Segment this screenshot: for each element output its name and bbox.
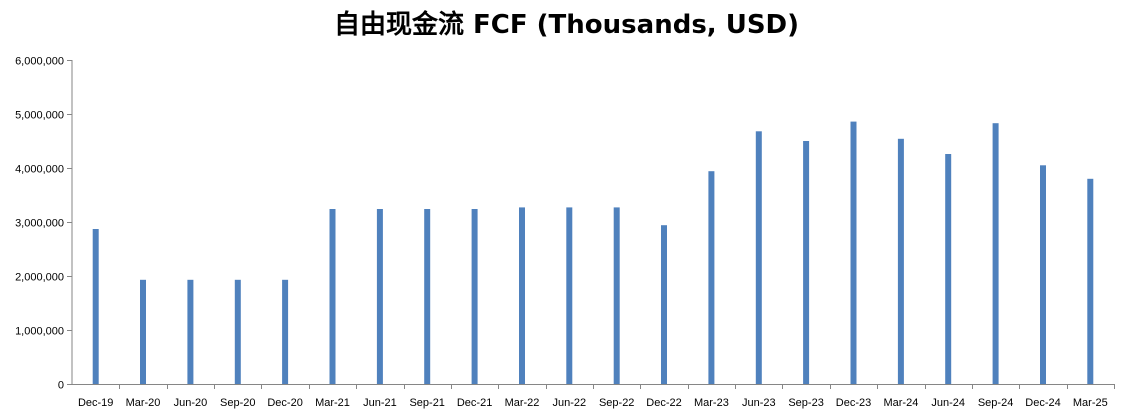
chart-title: 自由现金流 FCF (Thousands, USD)	[333, 10, 800, 40]
x-tick-label: Dec-21	[457, 397, 492, 409]
bar	[1087, 178, 1094, 384]
x-tick-label: Jun-22	[552, 397, 586, 409]
x-tick-label: Sep-20	[220, 397, 255, 409]
x-tick-label: Jun-21	[363, 397, 397, 409]
x-tick-label: Sep-22	[599, 397, 634, 409]
bar	[850, 121, 857, 384]
bar	[897, 138, 904, 384]
x-tick-label: Jun-24	[931, 397, 965, 409]
x-tick-label: Dec-20	[267, 397, 302, 409]
bar	[945, 154, 952, 384]
bar	[140, 279, 146, 384]
bar	[187, 279, 194, 384]
y-tick-label: 2,000,000	[15, 272, 64, 284]
x-tick-label: Dec-22	[646, 397, 681, 409]
x-tick-label: Mar-25	[1073, 397, 1108, 409]
y-tick-label: 0	[58, 380, 64, 392]
bar	[376, 209, 383, 384]
y-tick-label: 5,000,000	[15, 110, 64, 122]
x-tick-label: Dec-24	[1025, 397, 1060, 409]
x-tick-label: Jun-20	[174, 397, 208, 409]
x-tick-label: Jun-23	[742, 397, 776, 409]
x-tick-label: Dec-19	[78, 397, 113, 409]
bar	[329, 209, 336, 384]
x-tick-label: Mar-23	[694, 397, 729, 409]
bar	[424, 209, 431, 384]
x-tick-label: Mar-24	[883, 397, 918, 409]
y-tick-label: 6,000,000	[15, 56, 64, 68]
x-tick-label: Sep-21	[409, 397, 444, 409]
x-tick-label: Sep-24	[978, 397, 1013, 409]
bar	[234, 279, 241, 384]
bar	[708, 171, 715, 384]
bar	[566, 207, 573, 384]
bar	[92, 229, 99, 384]
y-tick-label: 1,000,000	[15, 326, 64, 338]
bars	[92, 121, 1094, 384]
bar	[992, 123, 999, 384]
bar	[613, 207, 620, 384]
y-tick-label: 4,000,000	[15, 164, 64, 176]
bar	[803, 141, 810, 384]
x-tick-label: Mar-21	[315, 397, 350, 409]
bar	[282, 279, 289, 384]
bar	[755, 131, 762, 384]
bar	[471, 209, 478, 384]
x-tick-label: Sep-23	[788, 397, 823, 409]
x-tick-label: Dec-23	[836, 397, 871, 409]
bar	[519, 207, 525, 384]
bar	[661, 225, 667, 384]
x-tick-label: Mar-22	[505, 397, 540, 409]
x-tick-label: Mar-20	[126, 397, 161, 409]
y-tick-label: 3,000,000	[15, 218, 64, 230]
x-axis: Dec-19 Mar-20 Jun-20 Sep-20 Dec-20 Mar-21 Jun-…	[72, 384, 1115, 409]
bar	[1040, 165, 1046, 384]
y-axis: 0 1,000,000 2,000,000 3,000,000 4,000,000 5,0…	[15, 56, 73, 392]
